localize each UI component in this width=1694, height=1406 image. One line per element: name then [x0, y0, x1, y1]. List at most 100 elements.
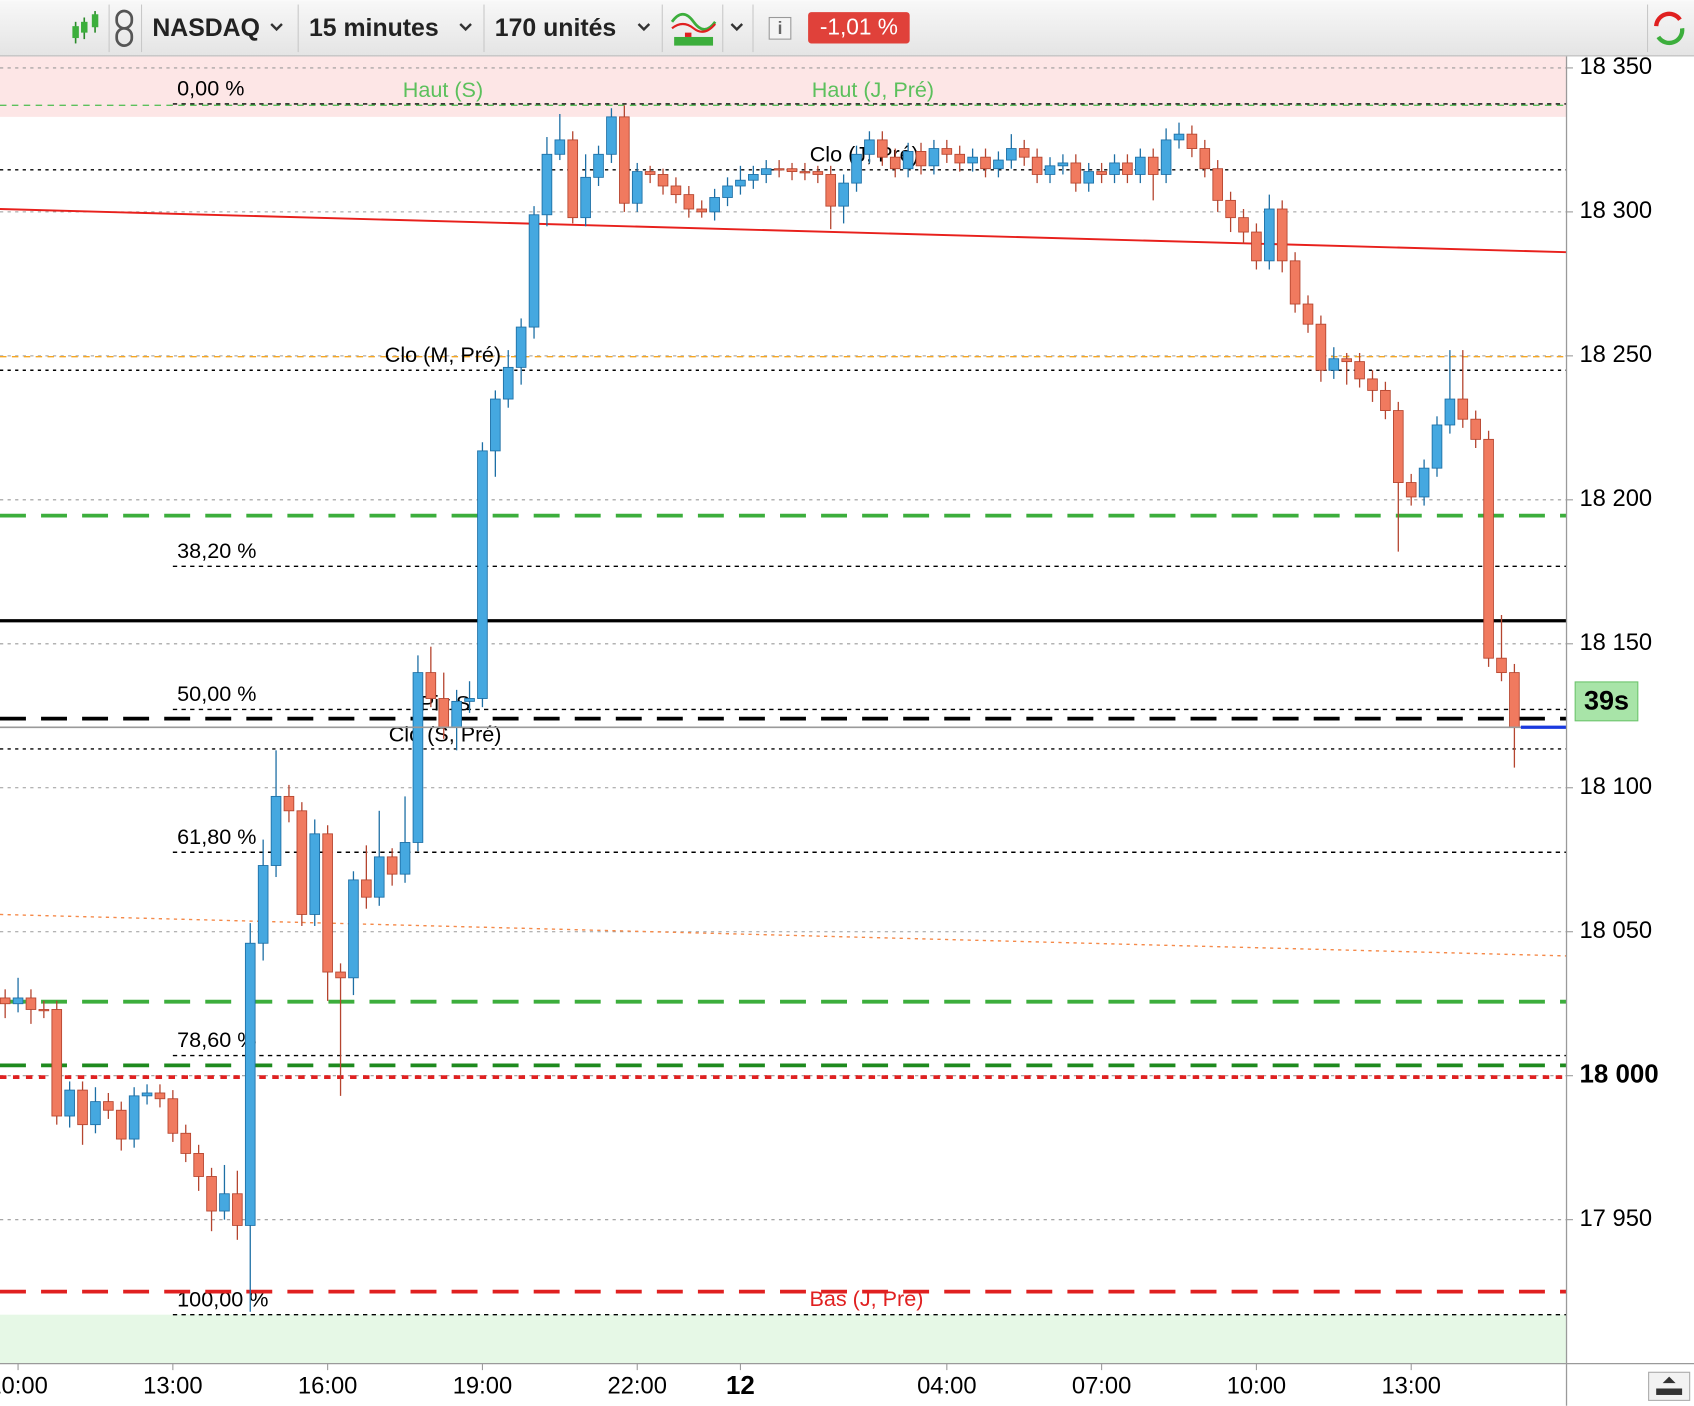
candle-body — [115, 1109, 127, 1140]
fib-label: 61,80 % — [177, 824, 256, 849]
units[interactable]: 170 unités — [495, 15, 616, 42]
y-tick-label: 18 000 — [1579, 1061, 1658, 1089]
symbol[interactable]: NASDAQ — [152, 15, 260, 42]
candle-body — [1147, 156, 1159, 175]
candle-body — [206, 1176, 217, 1212]
x-tick-label: 10:00 — [0, 1373, 48, 1400]
candle-body — [1186, 133, 1198, 149]
dropdown-arrow[interactable] — [730, 23, 744, 32]
level-label: Bas (J, Pré) — [809, 1286, 923, 1311]
x-tick-label: 13:00 — [143, 1373, 202, 1400]
candle-body — [232, 1193, 243, 1226]
candle-body — [606, 116, 617, 155]
candle-body — [154, 1092, 166, 1100]
candle-body — [838, 182, 849, 207]
candle-body — [12, 997, 24, 1005]
candle-body — [1109, 162, 1120, 175]
x-tick-label: 12 — [726, 1372, 755, 1400]
svg-text:i: i — [778, 18, 783, 38]
candle-body — [77, 1089, 88, 1126]
candle-body — [1509, 672, 1520, 728]
candle-body — [799, 171, 811, 174]
fib-label: 0,00 % — [177, 76, 244, 101]
dropdown-arrow[interactable] — [637, 23, 651, 32]
link-icon[interactable] — [115, 9, 134, 47]
candle-body — [722, 185, 733, 198]
y-tick-label: 18 300 — [1579, 197, 1652, 224]
candle-body — [464, 698, 475, 702]
candle-body — [257, 865, 269, 944]
candle-body — [528, 214, 540, 328]
candle-body — [980, 156, 991, 170]
candle-body — [103, 1101, 114, 1111]
scroll-icon[interactable] — [1648, 1371, 1691, 1401]
indicator-icon[interactable] — [670, 12, 717, 46]
candle-body — [773, 168, 785, 171]
y-tick-label: 18 250 — [1579, 341, 1652, 368]
candle-body — [180, 1132, 192, 1154]
candle-body — [270, 795, 282, 866]
countdown-box — [1574, 681, 1639, 722]
candle-body — [735, 179, 746, 187]
candle-body — [1238, 217, 1249, 233]
candle-body — [1083, 171, 1095, 184]
y-tick-label: 18 200 — [1579, 485, 1652, 512]
candle-body — [193, 1153, 204, 1177]
axes: 17 950 18 000 18 050 18 100 18 150 18 200 18 2… — [0, 53, 1694, 1406]
candle-body — [889, 156, 901, 170]
level-label: Clo (M, Pré) — [385, 342, 501, 367]
x-tick-label: 07:00 — [1072, 1373, 1131, 1400]
y-tick-label: 17 950 — [1579, 1205, 1652, 1232]
change-badge — [808, 12, 910, 44]
candle-body — [567, 139, 579, 219]
candle-body — [760, 168, 772, 175]
candle-body — [451, 700, 462, 728]
candle-body — [954, 153, 966, 164]
candle-body — [1444, 398, 1456, 426]
candle-body — [709, 197, 720, 213]
candle-body — [283, 795, 295, 812]
candle-body — [1225, 199, 1236, 219]
candle-body — [1315, 323, 1327, 371]
candle-body — [786, 168, 798, 173]
y-tick-label: 18 050 — [1579, 917, 1652, 944]
dropdown-arrow[interactable] — [459, 23, 472, 32]
candle-body — [1431, 424, 1443, 469]
candle-body — [1031, 156, 1043, 175]
countdown: 39s — [1584, 686, 1629, 716]
candle-body — [1380, 389, 1391, 412]
candle-body — [1289, 260, 1301, 305]
zone — [0, 56, 1567, 117]
interval[interactable]: 15 minutes — [309, 15, 439, 42]
candle-body — [1160, 139, 1172, 175]
candle-body — [683, 194, 695, 210]
candle-body — [1470, 418, 1481, 440]
candle-body — [1276, 208, 1288, 262]
candle-body — [928, 148, 940, 167]
candle-body — [644, 171, 656, 175]
refresh-icon[interactable] — [1654, 11, 1685, 46]
candle-body — [670, 185, 682, 196]
candle-body — [1328, 358, 1340, 371]
candle-body — [825, 174, 837, 207]
y-tick-label: 18 350 — [1579, 53, 1652, 80]
candle-body — [219, 1193, 230, 1212]
candle-body — [90, 1101, 101, 1126]
y-tick-label: 18 150 — [1579, 629, 1652, 656]
candle-body — [657, 174, 669, 187]
candle-body — [696, 208, 708, 213]
fib-label: 78,60 % — [177, 1027, 256, 1052]
candle-body — [748, 174, 759, 181]
candle-body — [1393, 410, 1404, 483]
candle-body — [1212, 168, 1224, 201]
fib-label: 38,20 % — [177, 538, 256, 563]
dropdown-arrow[interactable] — [270, 23, 283, 32]
candle-body — [619, 116, 630, 204]
candle-body — [1173, 133, 1185, 141]
trendline — [0, 913, 1567, 957]
candle-icon[interactable] — [72, 11, 99, 44]
info-icon[interactable]: i — [768, 16, 792, 40]
candle-body — [541, 153, 553, 216]
